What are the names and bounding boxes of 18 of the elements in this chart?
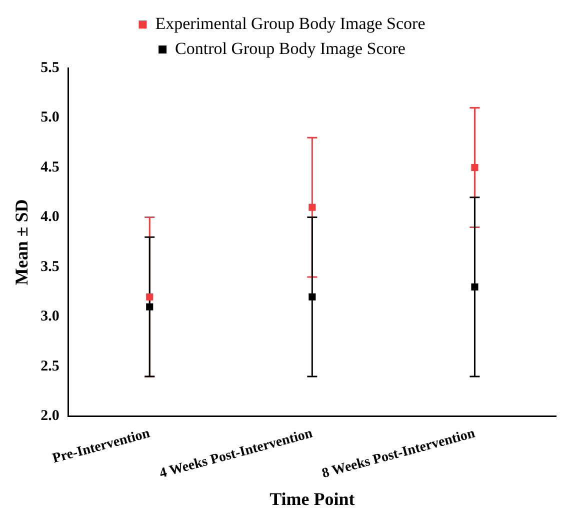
y-tick-label: 4.0: [40, 209, 60, 226]
point: [146, 293, 154, 300]
point: [308, 293, 316, 300]
y-tick-label: 5.0: [40, 110, 60, 126]
x-axis-title: Time Point: [270, 488, 355, 509]
y-axis-title: Mean ± SD: [11, 199, 32, 286]
y-tick-label: 2.0: [40, 408, 60, 424]
point: [146, 303, 154, 310]
point: [471, 164, 478, 172]
point: [471, 283, 478, 290]
y-tick-label: 2.5: [40, 358, 60, 374]
y-tick-label: 3.5: [40, 258, 60, 275]
y-tick-label: 3.0: [40, 308, 60, 325]
y-tick-label: 4.5: [40, 159, 60, 176]
legend-label: Control Group Body Image Score: [175, 38, 406, 58]
point: [308, 204, 316, 211]
y-tick-label: 5.5: [40, 60, 60, 76]
legend-label: Experimental Group Body Image Score: [155, 14, 426, 33]
